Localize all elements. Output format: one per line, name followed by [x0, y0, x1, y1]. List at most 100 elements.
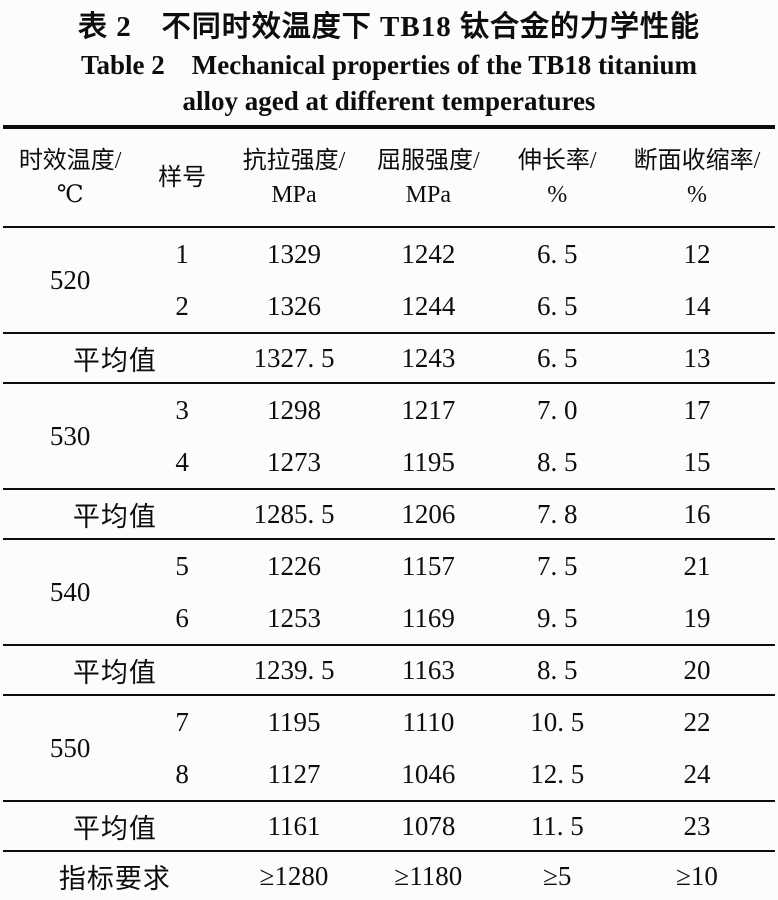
elongation-cell: 6. 5	[536, 238, 578, 269]
reduction-cell: 15	[619, 436, 775, 490]
sample-no-cell: 4	[137, 436, 227, 490]
tensile-cell: 1285. 5	[226, 489, 362, 540]
reduction-cell: 14	[619, 280, 775, 334]
reduction-cell: 20	[619, 645, 775, 696]
requirement-label-cell: 指标要求	[58, 863, 171, 894]
tensile-cell: ≥1280	[259, 860, 329, 891]
yield-cell: ≥1180	[394, 860, 463, 891]
properties-table: 时效温度/ ℃ 样号 抗拉强度/ MPa 屈服强度/ MPa 伸长率/ % 断面…	[3, 125, 775, 900]
average-label-cell: 平均值	[3, 801, 227, 852]
elongation-cell: ≥5	[543, 860, 572, 891]
requirement-row: 指标要求 ≥1280 ≥1180 ≥5 ≥10	[3, 851, 775, 900]
table-row: 550 7 1195 1110 10. 5 22	[3, 695, 775, 802]
sample-no-cell: 1	[175, 238, 189, 269]
sample-no-cell: 2	[137, 280, 227, 334]
caption-english-line2: alloy aged at different temperatures	[182, 86, 596, 116]
elongation-cell: 6. 5	[495, 333, 619, 384]
reduction-cell: 22	[683, 706, 711, 737]
caption-english-line1: Table 2 Mechanical properties of the TB1…	[80, 50, 697, 80]
table-row: 4 1273 1195 8. 5 15	[3, 436, 775, 490]
temperature-cell: 540	[3, 539, 138, 646]
tensile-cell: 1226	[267, 550, 322, 581]
tensile-cell: 1327. 5	[226, 333, 362, 384]
header-reduction-of-area: 断面收缩率/ %	[619, 127, 775, 228]
tensile-cell: 1253	[226, 592, 362, 646]
table-caption: 表 2 不同时效温度下 TB18 钛合金的力学性能 Table 2 Mechan…	[0, 0, 778, 119]
header-tensile-strength-label: 抗拉强度/	[242, 147, 346, 174]
sample-no-cell: 7	[175, 706, 189, 737]
average-label-cell: 平均值	[3, 645, 227, 696]
reduction-cell: 13	[619, 333, 775, 384]
reduction-cell: 16	[619, 489, 775, 540]
reduction-cell: 17	[683, 394, 711, 425]
elongation-cell: 7. 8	[495, 489, 619, 540]
tensile-cell: 1326	[226, 280, 362, 334]
header-aging-temperature-label: 时效温度/	[18, 147, 122, 174]
yield-cell: 1110	[402, 706, 455, 737]
tensile-cell: 1195	[267, 706, 321, 737]
yield-cell: 1163	[361, 645, 496, 696]
header-reduction-of-area-label: 断面收缩率/	[633, 147, 761, 174]
elongation-cell: 10. 5	[530, 706, 585, 737]
header-aging-temperature: 时效温度/ ℃	[3, 127, 138, 228]
reduction-cell: 21	[683, 550, 711, 581]
reduction-cell: ≥10	[676, 860, 718, 891]
tensile-cell: 1273	[226, 436, 362, 490]
average-label-cell: 平均值	[3, 333, 227, 384]
elongation-cell: 12. 5	[495, 748, 619, 802]
yield-cell: 1169	[361, 592, 496, 646]
elongation-cell: 7. 0	[536, 394, 578, 425]
yield-cell: 1243	[361, 333, 496, 384]
header-elongation-unit: %	[547, 181, 568, 208]
reduction-cell: 12	[683, 238, 711, 269]
reduction-cell: 23	[619, 801, 775, 852]
table-row: 540 5 1226 1157 7. 5 21	[3, 539, 775, 646]
average-row: 平均值 1327. 5 1243 6. 5 13	[3, 333, 775, 384]
elongation-cell: 8. 5	[495, 645, 619, 696]
average-row: 平均值 1239. 5 1163 8. 5 20	[3, 645, 775, 696]
temperature-cell: 520	[3, 227, 138, 334]
elongation-cell: 9. 5	[495, 592, 619, 646]
tensile-cell: 1127	[226, 748, 362, 802]
reduction-cell: 24	[619, 748, 775, 802]
tensile-cell: 1239. 5	[226, 645, 362, 696]
elongation-cell: 8. 5	[495, 436, 619, 490]
yield-cell: 1217	[401, 394, 456, 425]
average-row: 平均值 1161 1078 11. 5 23	[3, 801, 775, 852]
yield-cell: 1244	[361, 280, 496, 334]
header-tensile-strength-unit: MPa	[271, 181, 317, 208]
sample-no-cell: 3	[175, 394, 189, 425]
yield-cell: 1078	[361, 801, 496, 852]
tensile-cell: 1329	[267, 238, 322, 269]
sample-no-cell: 5	[175, 550, 189, 581]
table-row: 520 1 1329 1242 6. 5 12	[3, 227, 775, 334]
header-sample-no: 样号	[137, 127, 227, 228]
header-elongation: 伸长率/ %	[495, 127, 619, 228]
sample-no-cell: 6	[137, 592, 227, 646]
tensile-cell: 1161	[226, 801, 362, 852]
elongation-cell: 11. 5	[495, 801, 619, 852]
yield-cell: 1046	[361, 748, 496, 802]
header-yield-strength: 屈服强度/ MPa	[361, 127, 496, 228]
header-yield-strength-label: 屈服强度/	[376, 147, 480, 174]
caption-chinese: 表 2 不同时效温度下 TB18 钛合金的力学性能	[78, 11, 700, 43]
average-row: 平均值 1285. 5 1206 7. 8 16	[3, 489, 775, 540]
temperature-cell: 530	[3, 383, 138, 490]
header-tensile-strength: 抗拉强度/ MPa	[226, 127, 362, 228]
average-label-cell: 平均值	[3, 489, 227, 540]
yield-cell: 1206	[361, 489, 496, 540]
elongation-cell: 7. 5	[536, 550, 578, 581]
sample-no-cell: 8	[137, 748, 227, 802]
tensile-cell: 1298	[267, 394, 322, 425]
yield-cell: 1242	[401, 238, 456, 269]
header-yield-strength-unit: MPa	[405, 181, 451, 208]
table-header-row: 时效温度/ ℃ 样号 抗拉强度/ MPa 屈服强度/ MPa 伸长率/ % 断面…	[3, 127, 775, 228]
elongation-cell: 6. 5	[495, 280, 619, 334]
header-reduction-of-area-unit: %	[687, 181, 707, 208]
yield-cell: 1195	[361, 436, 496, 490]
header-sample-no-label: 样号	[158, 164, 207, 191]
header-elongation-label: 伸长率/	[517, 147, 597, 174]
table-row: 8 1127 1046 12. 5 24	[3, 748, 775, 802]
reduction-cell: 19	[619, 592, 775, 646]
